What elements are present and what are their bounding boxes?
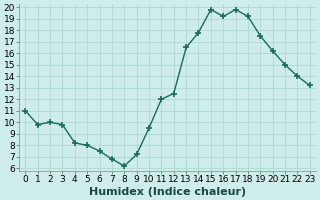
X-axis label: Humidex (Indice chaleur): Humidex (Indice chaleur): [89, 187, 246, 197]
